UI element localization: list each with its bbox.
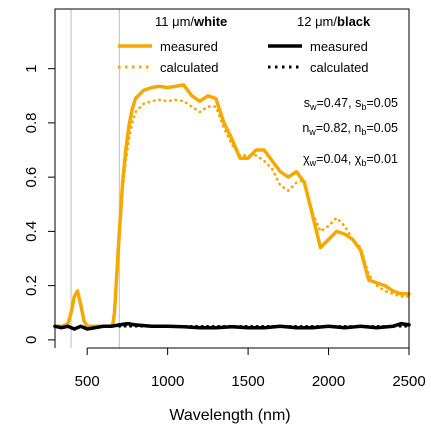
annotation-s: sw=0.47, sb=0.05 bbox=[304, 96, 398, 112]
y-tick-label-1: 0.2 bbox=[23, 275, 40, 296]
legend-black-calculated-label: calculated bbox=[310, 60, 369, 75]
x-tick-label-3: 2000 bbox=[312, 373, 345, 390]
y-tick-label-0: 0 bbox=[23, 336, 40, 344]
y-tick-label-5: 1 bbox=[23, 64, 40, 72]
legend-white-measured-label: measured bbox=[160, 39, 218, 54]
legend: 11 μm/white 12 μm/black measured calcula… bbox=[118, 14, 371, 75]
series-lines bbox=[53, 83, 411, 331]
legend-white-header: 11 μm/white bbox=[155, 14, 227, 29]
x-tick-label-0: 500 bbox=[75, 373, 100, 390]
legend-white-calculated-label: calculated bbox=[160, 60, 219, 75]
x-tick-label-1: 1000 bbox=[151, 373, 184, 390]
y-tick-label-2: 0.4 bbox=[23, 221, 40, 242]
parameter-annotations: sw=0.47, sb=0.05 nw=0.82, nb=0.05 χw=0.0… bbox=[302, 96, 398, 168]
y-tick-label-4: 0.8 bbox=[23, 112, 40, 133]
series-white-calculated bbox=[118, 98, 411, 298]
annotation-chi: χw=0.04, χb=0.01 bbox=[303, 152, 398, 168]
legend-black-measured-label: measured bbox=[310, 39, 368, 54]
annotation-n: nw=0.82, nb=0.05 bbox=[302, 121, 398, 137]
legend-black-header: 12 μm/black bbox=[297, 14, 371, 29]
x-axis-label: Wavelength (nm) bbox=[169, 407, 290, 424]
x-tick-label-4: 2500 bbox=[392, 373, 425, 390]
y-tick-label-3: 0.6 bbox=[23, 167, 40, 188]
x-tick-label-2: 1500 bbox=[231, 373, 264, 390]
axes: 500 1000 1500 2000 2500 0 0.2 0.4 0.6 0.8 1 bbox=[23, 8, 426, 390]
